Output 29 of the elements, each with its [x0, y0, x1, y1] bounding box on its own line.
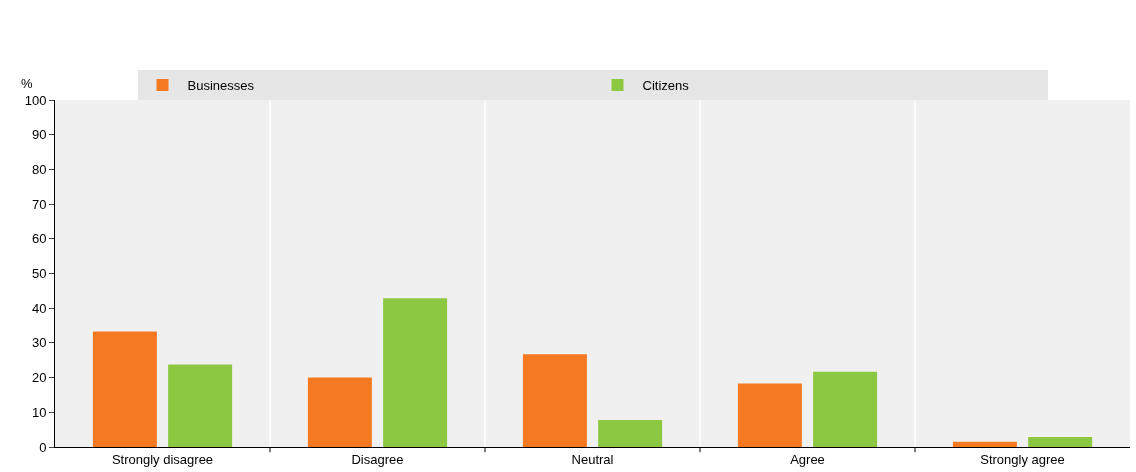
bar — [737, 383, 802, 447]
legend-label: Citizens — [642, 78, 690, 94]
bar — [598, 419, 663, 447]
y-tick-label: 60 — [31, 231, 47, 247]
y-tick-label: 80 — [31, 161, 47, 177]
y-tick-label: 100 — [24, 92, 47, 108]
bar — [307, 377, 372, 447]
bar — [522, 354, 587, 447]
y-tick-label: 40 — [31, 300, 47, 316]
y-axis-title: % — [21, 76, 33, 91]
x-tick-label: Disagree — [351, 451, 404, 467]
bar — [952, 441, 1017, 447]
bar — [92, 331, 157, 447]
x-tick-label: Strongly agree — [980, 451, 1065, 467]
bar — [1028, 436, 1093, 447]
bar — [383, 298, 448, 447]
y-tick-label: 90 — [31, 127, 47, 143]
x-tick-label: Strongly disagree — [111, 451, 214, 467]
bar — [813, 371, 878, 447]
y-tick-label: 50 — [31, 266, 47, 282]
x-tick-label: Agree — [790, 451, 825, 467]
x-tick-label: Neutral — [571, 451, 614, 467]
y-tick-label: 70 — [31, 196, 47, 212]
bar — [168, 364, 233, 447]
y-tick-label: 10 — [31, 404, 47, 420]
y-tick-label: 0 — [39, 439, 47, 455]
y-tick-label: 30 — [31, 335, 47, 351]
legend-label: Businesses — [187, 78, 255, 94]
y-tick-label: 20 — [31, 370, 47, 386]
